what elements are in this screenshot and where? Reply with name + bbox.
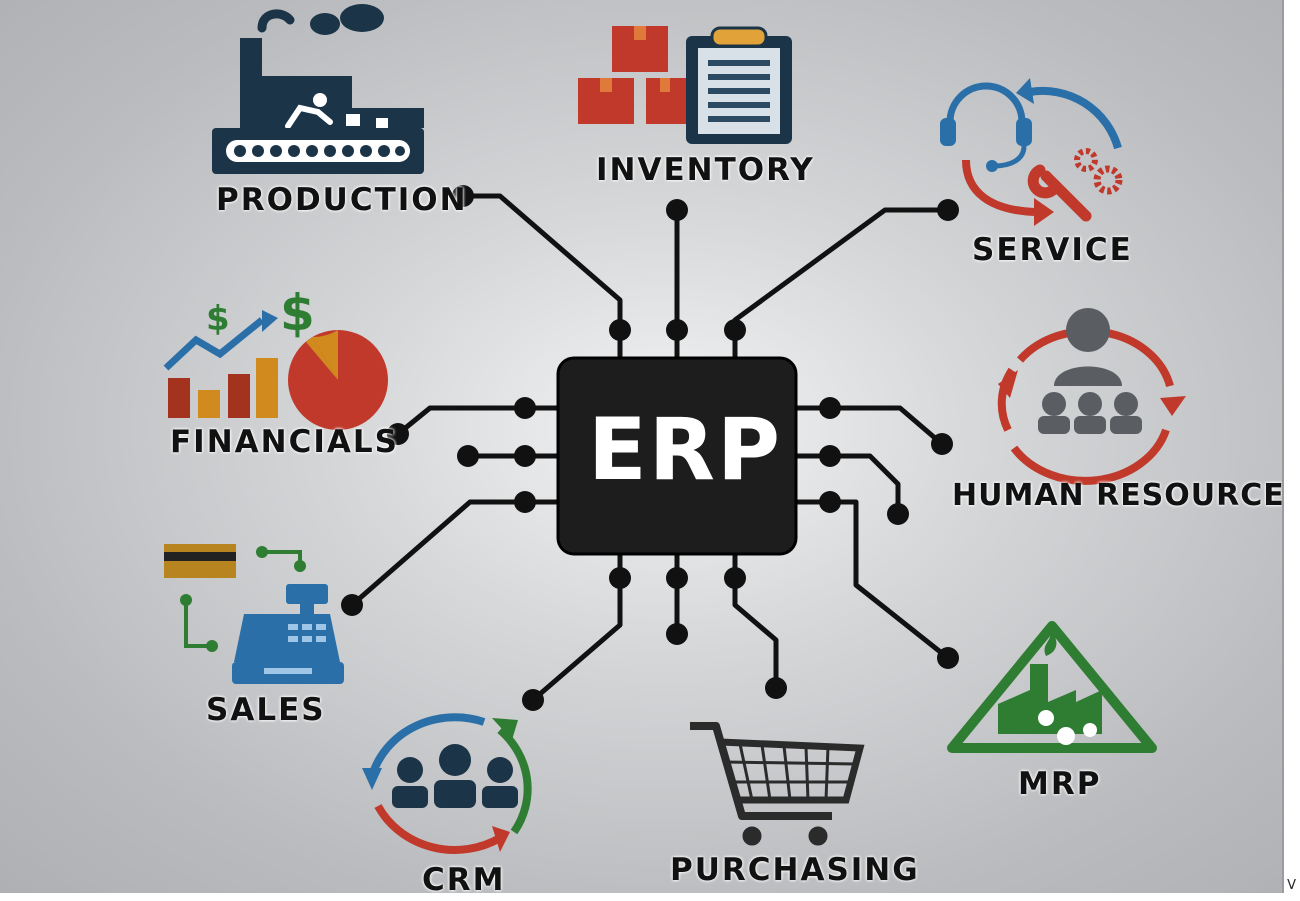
trace-production [460,193,623,333]
svg-text:$: $ [280,284,315,342]
people-cycle-icon [997,308,1186,485]
svg-text:$: $ [206,299,230,339]
corner-mark: V [1287,878,1296,893]
shopping-cart-icon [690,722,865,846]
diagram-graphics: $ $ [163,4,1186,854]
trace-nodes [341,185,959,711]
trace-purchasing [732,572,779,691]
trace-service [732,207,951,333]
cash-register-card-icon [164,544,344,684]
trace-hr [827,405,945,447]
trace-financials [395,405,528,437]
factory-warning-triangle-icon [947,621,1157,753]
module-label-sales: SALES [206,692,326,728]
module-label-production: PRODUCTION [216,182,468,218]
factory-conveyor-icon [212,4,424,174]
module-label-mrp: MRP [1018,766,1102,802]
bar-chart-pie-dollar-icon: $ $ [163,284,388,430]
erp-diagram-canvas: $ $ [0,0,1284,893]
headset-wrench-gears-icon [940,78,1123,226]
trace-right-mid [827,453,901,517]
trace-sales [349,499,528,608]
erp-chip-label: ERP [588,400,782,500]
trace-mrp [827,499,951,661]
erp-chip [556,356,798,556]
module-label-crm: CRM [422,862,506,893]
module-label-financials: FINANCIALS [170,424,399,460]
module-label-human-resources: HUMAN RESOURCES [952,478,1284,513]
trace-crm [530,572,623,703]
boxes-clipboard-icon [578,26,792,144]
customers-cycle-icon [362,713,532,854]
module-label-service: SERVICE [972,232,1133,268]
module-label-inventory: INVENTORY [596,152,815,188]
module-label-purchasing: PURCHASING [670,852,920,888]
